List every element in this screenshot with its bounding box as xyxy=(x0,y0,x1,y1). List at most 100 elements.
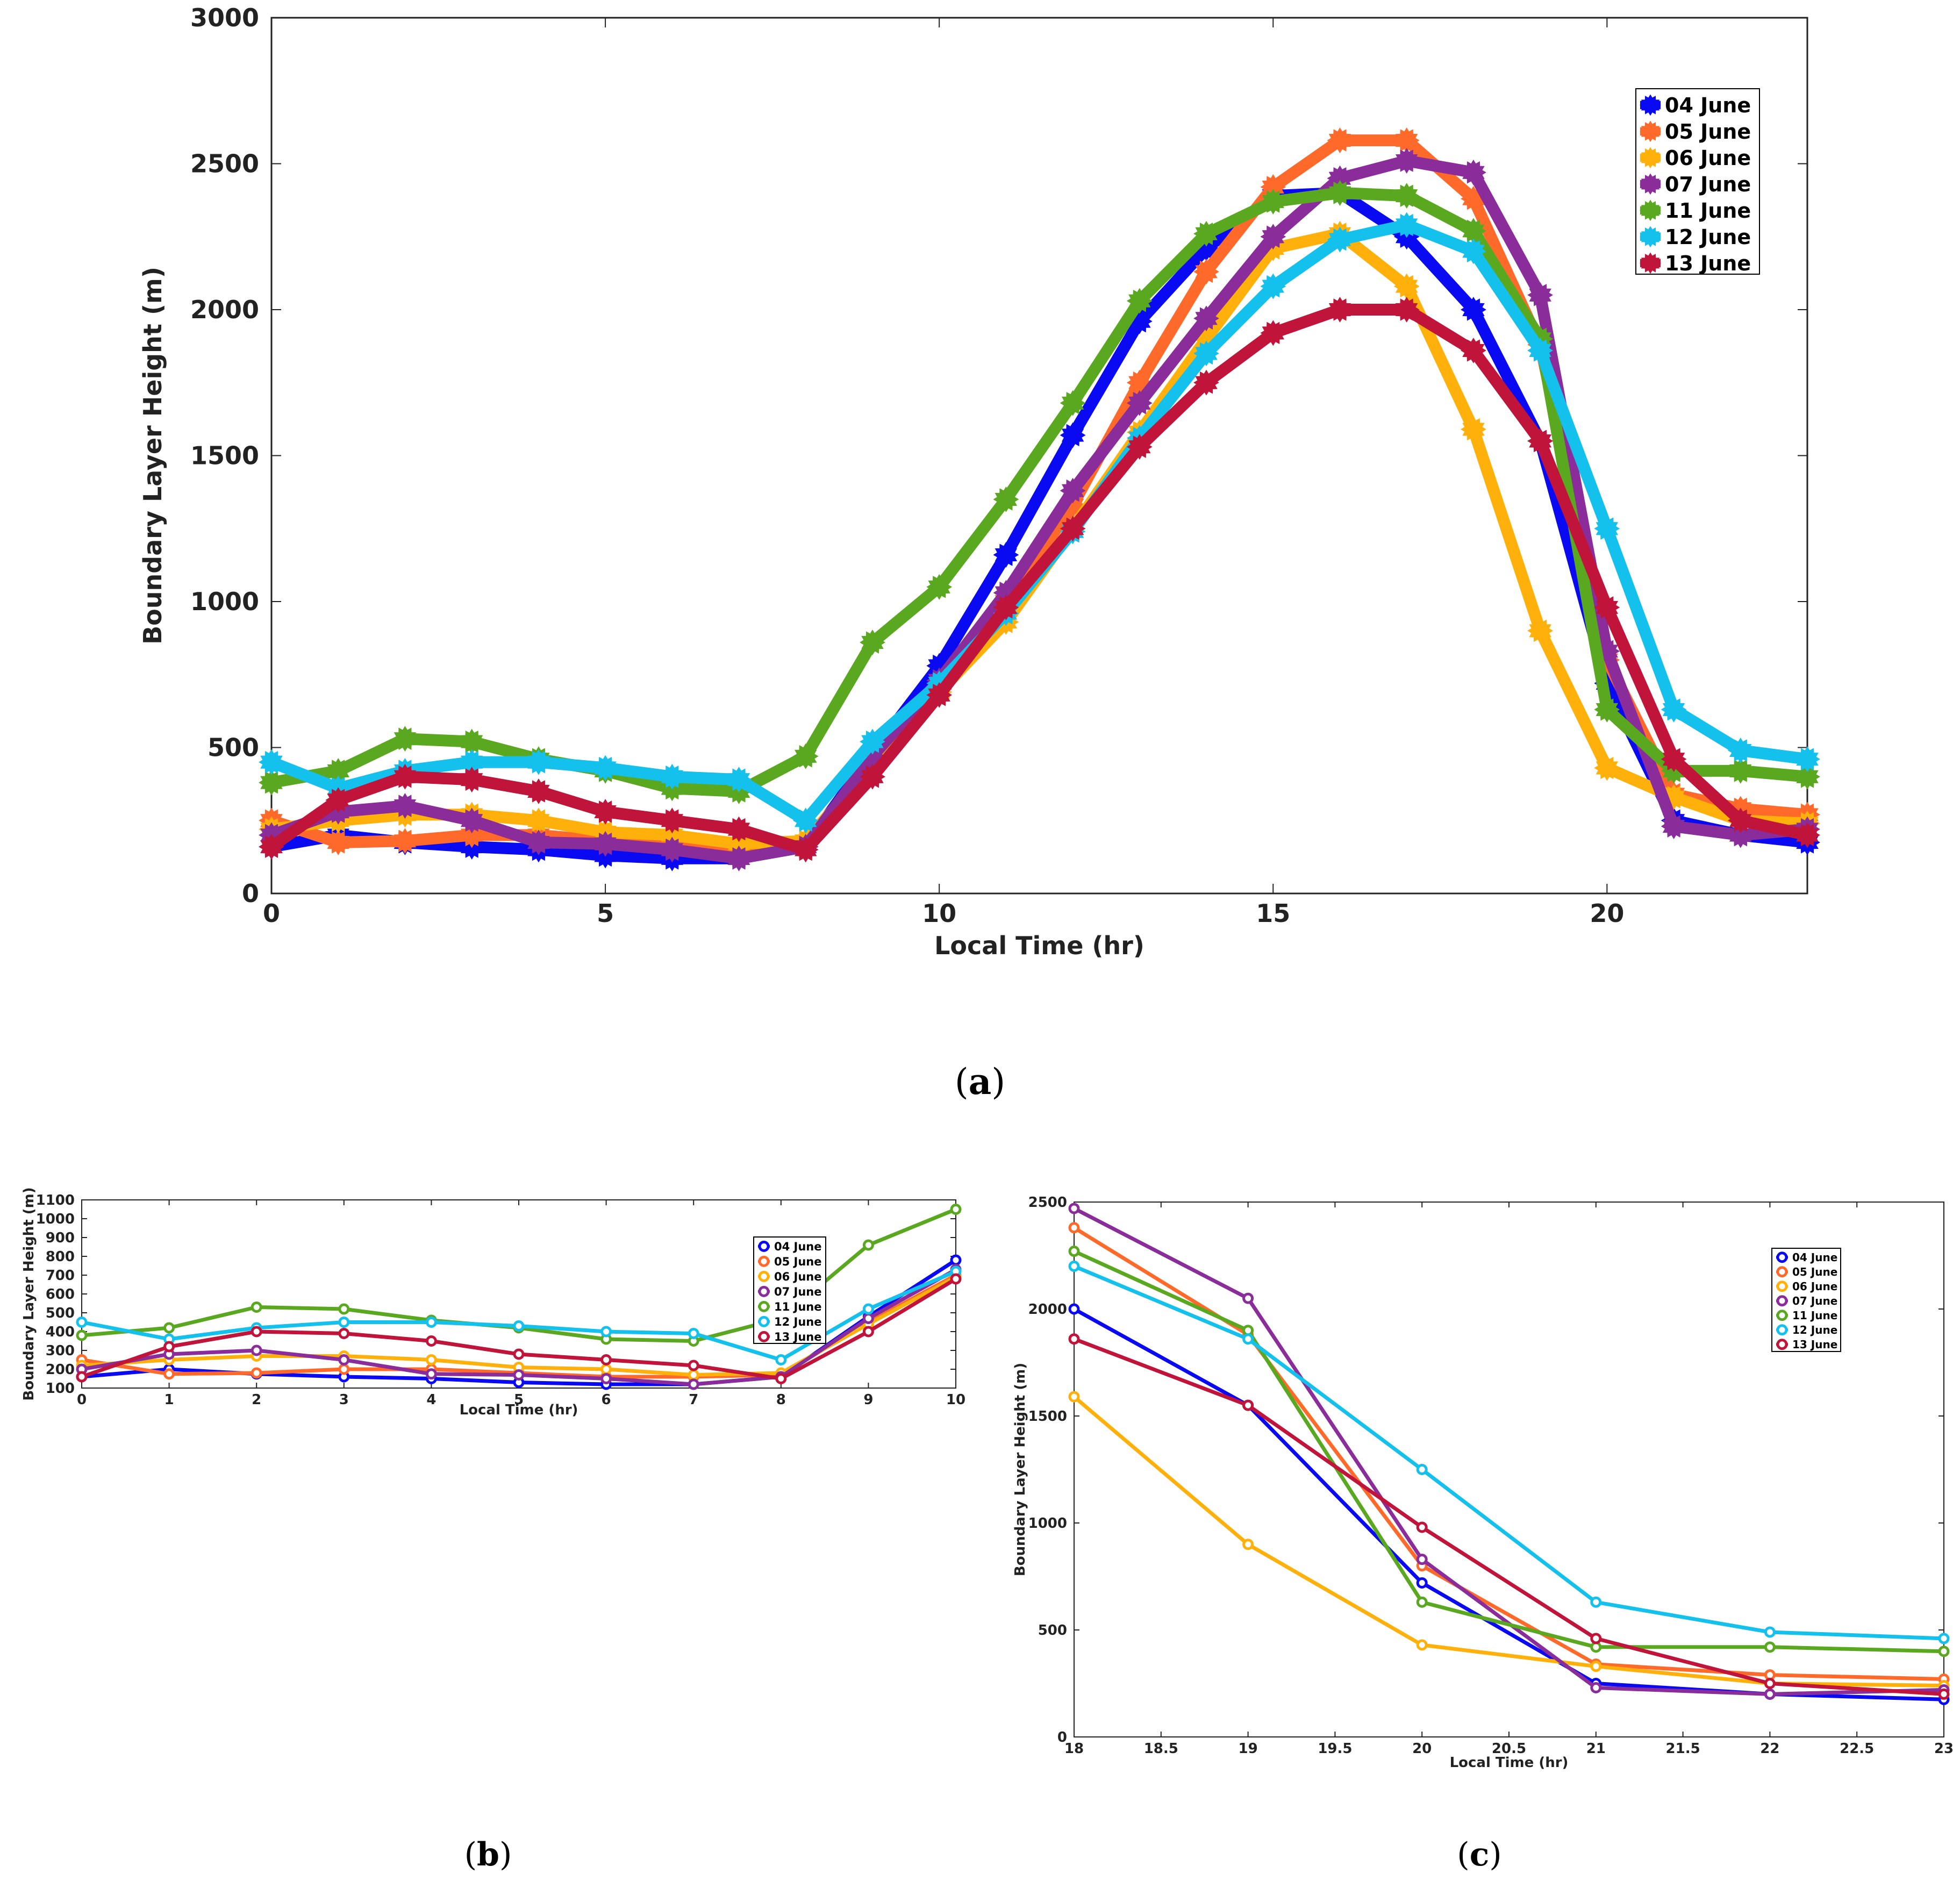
x-tick-label: 0 xyxy=(77,1392,87,1408)
legend-entry: 04 June xyxy=(758,1240,822,1253)
data-point xyxy=(1242,1539,1254,1550)
panel-b: 0 1 2 3 4 5 6 7 8 9 10 100 200 300 400 500 600 700 800 900 1… xyxy=(21,1187,965,1873)
data-point xyxy=(1527,618,1554,644)
data-point xyxy=(525,778,552,804)
data-point xyxy=(950,1254,962,1266)
data-point xyxy=(1060,516,1086,542)
data-point xyxy=(862,1326,874,1338)
legend-swatch-marker xyxy=(1776,1310,1788,1321)
data-point xyxy=(163,1322,175,1334)
y-axis-label: Boundary Layer Height (m) xyxy=(21,1187,37,1400)
series-line xyxy=(266,304,1813,856)
legend-entry: 13 June xyxy=(1640,252,1751,275)
legend-label: 05 June xyxy=(1665,120,1751,144)
data-point xyxy=(1193,220,1219,247)
legend-label: 13 June xyxy=(774,1331,822,1343)
legend-label: 05 June xyxy=(774,1255,822,1268)
data-point xyxy=(1727,807,1754,834)
legend-entry: 12 June xyxy=(758,1315,822,1328)
y-tick-label: 1000 xyxy=(36,1211,75,1227)
data-point xyxy=(1460,416,1486,442)
data-point xyxy=(600,1363,612,1375)
data-point xyxy=(1594,696,1620,723)
data-point xyxy=(1416,1554,1428,1565)
data-point xyxy=(600,1354,612,1365)
legend-label: 04 June xyxy=(1792,1251,1837,1264)
x-tick-label: 19 xyxy=(1239,1741,1258,1757)
y-tick-label: 2500 xyxy=(1028,1195,1067,1211)
series-11-june xyxy=(1068,1246,1950,1657)
data-point xyxy=(1661,696,1687,723)
legend-label: 07 June xyxy=(1792,1295,1837,1307)
data-point xyxy=(325,829,352,855)
legend-entry: 06 June xyxy=(758,1270,822,1283)
data-point xyxy=(338,1354,350,1365)
y-tick-label: 3000 xyxy=(190,3,259,32)
legend-swatch-marker xyxy=(1640,252,1661,274)
caption-paren-open: ( xyxy=(955,1061,969,1103)
data-point xyxy=(1193,369,1219,396)
data-point xyxy=(1068,1391,1080,1403)
data-point xyxy=(338,1303,350,1315)
data-point xyxy=(592,799,619,825)
panel-caption: (c) xyxy=(1457,1836,1501,1873)
data-point xyxy=(860,763,885,790)
data-point xyxy=(1661,813,1687,840)
legend-swatch-marker xyxy=(1776,1295,1788,1307)
x-tick-label: 10 xyxy=(922,899,956,928)
x-tick-label: 4 xyxy=(426,1392,436,1408)
legend-entry: 13 June xyxy=(758,1331,822,1343)
x-tick-label: 22 xyxy=(1760,1741,1779,1757)
y-tick-label: 0 xyxy=(242,879,259,908)
legend-swatch-marker xyxy=(1776,1339,1788,1350)
legend-entry: 05 June xyxy=(1776,1265,1837,1278)
data-point xyxy=(338,1363,350,1375)
panel-caption: (b) xyxy=(464,1836,512,1873)
x-tick-label: 7 xyxy=(689,1392,698,1408)
data-point xyxy=(1794,746,1820,773)
data-point xyxy=(1327,180,1353,206)
y-tick-label: 1000 xyxy=(190,587,259,616)
x-tick-label: 6 xyxy=(602,1392,611,1408)
data-point xyxy=(1764,1688,1776,1700)
data-point xyxy=(792,836,819,863)
data-point xyxy=(1393,212,1420,238)
legend-label: 04 June xyxy=(1665,94,1751,117)
data-point xyxy=(993,486,1019,512)
legend-swatch-marker xyxy=(1640,120,1661,142)
legend-label: 11 June xyxy=(1792,1309,1837,1322)
x-tick-label: 21 xyxy=(1586,1741,1606,1757)
data-point xyxy=(1727,737,1754,763)
legend-entry: 06 June xyxy=(1640,146,1751,170)
data-point xyxy=(1590,1661,1602,1672)
legend-entry: 07 June xyxy=(1640,173,1751,196)
data-point xyxy=(525,807,552,834)
x-tick-label: 8 xyxy=(776,1392,786,1408)
data-point xyxy=(425,1354,437,1365)
legend-label: 13 June xyxy=(1792,1338,1837,1351)
legend-entry: 04 June xyxy=(1776,1251,1837,1264)
panel-c: 18 18.5 19 19.5 20 20.5 21 21.5 22 22.5 23 0 500 1000… xyxy=(1012,1195,1954,1873)
data-point xyxy=(1938,1688,1950,1700)
data-point xyxy=(1764,1626,1776,1638)
data-point xyxy=(1242,1292,1254,1304)
legend-entry: 07 June xyxy=(1776,1295,1837,1307)
data-point xyxy=(1260,273,1286,299)
data-point xyxy=(1938,1646,1950,1657)
data-point xyxy=(1260,189,1286,215)
data-point xyxy=(1126,288,1153,314)
y-tick-label: 0 xyxy=(1057,1729,1067,1746)
panel-a: 0 5 10 15 20 0 500 1000 1500 2000 2500 3000 Local Ti… xyxy=(138,3,1820,1103)
caption-paren-open: ( xyxy=(464,1836,477,1873)
data-point xyxy=(862,1313,874,1324)
x-tick-label: 3 xyxy=(339,1392,349,1408)
legend-swatch-marker xyxy=(1776,1251,1788,1263)
y-tick-label: 1500 xyxy=(190,441,259,470)
data-point xyxy=(688,1378,699,1390)
legend-label: 12 June xyxy=(1792,1324,1837,1336)
data-point xyxy=(1416,1521,1428,1533)
data-point xyxy=(1794,822,1820,848)
data-point xyxy=(1068,1260,1080,1272)
